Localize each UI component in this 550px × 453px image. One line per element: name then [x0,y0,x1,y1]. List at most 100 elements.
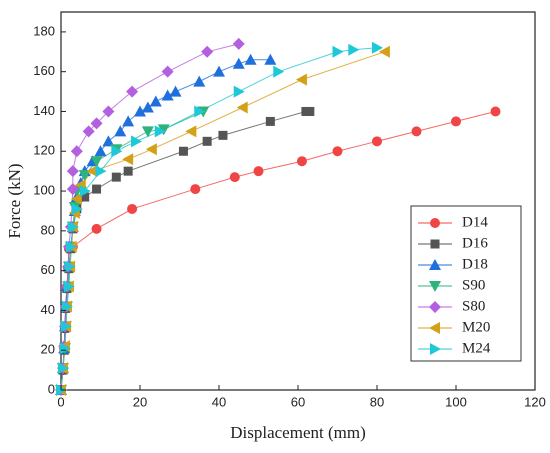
marker [161,89,174,101]
marker [202,136,212,146]
markers [55,37,501,396]
legend-label: M20 [462,319,490,335]
marker [70,145,83,158]
marker [190,184,201,195]
x-tick-label: 20 [133,394,147,409]
y-tick-label: 120 [33,143,55,158]
marker [90,156,103,168]
marker [451,116,461,127]
y-tick-label: 100 [33,182,55,197]
marker [66,165,79,178]
marker [372,136,382,147]
x-tick-label: 100 [445,394,467,409]
marker [429,301,441,313]
marker [430,218,440,228]
marker [94,145,107,157]
marker [60,320,72,333]
marker [57,362,69,375]
marker [232,37,245,50]
marker [429,281,441,292]
marker [61,300,73,313]
marker [95,165,107,178]
marker [201,45,214,58]
y-tick-label: 160 [33,63,55,78]
marker [59,342,71,355]
marker [244,53,257,65]
marker [114,125,127,137]
marker [63,280,75,293]
marker [169,85,182,97]
marker [161,65,174,78]
marker [134,105,146,117]
marker [102,105,115,118]
legend-box [410,205,522,362]
marker [178,146,188,156]
legend-label: S80 [462,298,485,314]
marker [429,259,441,270]
marker [430,239,440,249]
marker [265,116,275,126]
marker [127,203,138,214]
marker [378,45,390,58]
marker [126,85,139,98]
series-line [60,51,386,391]
x-tick-label: 0 [57,394,64,409]
marker [82,125,95,138]
marker [90,117,103,130]
y-tick-label: 180 [33,23,55,38]
legend-label: S90 [462,277,485,293]
marker [295,73,307,86]
legend-label: D16 [462,235,488,251]
marker [157,124,170,136]
legend-label: D18 [462,256,488,272]
marker [273,65,285,78]
marker [218,130,228,140]
marker [372,41,383,54]
marker [236,101,248,114]
x-tick-label: 40 [212,394,226,409]
marker [490,106,501,117]
legend-label: M24 [462,340,491,356]
marker [71,202,83,215]
marker [122,115,135,127]
marker [233,85,245,98]
marker [123,166,133,176]
marker [305,106,315,116]
marker [70,193,82,206]
marker [229,172,240,183]
marker [185,125,197,138]
y-tick-label: 80 [41,222,55,237]
marker [91,223,102,234]
marker [64,260,76,273]
marker [78,170,91,182]
marker [332,45,344,58]
marker [141,126,154,138]
y-tick-label: 40 [41,302,55,317]
marker [194,105,206,118]
marker [80,192,90,202]
series-line [60,43,239,391]
marker [193,75,206,87]
marker [66,183,79,196]
marker [86,165,98,178]
y-axis-label: Force (kN) [5,163,24,238]
marker [332,146,343,157]
y-tick-label: 20 [41,342,55,357]
marker [111,145,123,158]
x-tick-label: 60 [291,394,305,409]
marker [154,125,166,138]
y-tick-label: 0 [48,381,55,396]
marker [65,240,77,253]
marker [92,184,102,194]
marker [102,135,115,147]
marker [232,57,245,69]
x-tick-label: 120 [524,394,546,409]
series-line [60,47,378,391]
marker [296,156,307,167]
y-tick-label: 140 [33,103,55,118]
marker [67,220,79,233]
marker [111,172,121,182]
marker [213,65,225,77]
x-tick-label: 80 [370,394,384,409]
marker [264,53,277,65]
